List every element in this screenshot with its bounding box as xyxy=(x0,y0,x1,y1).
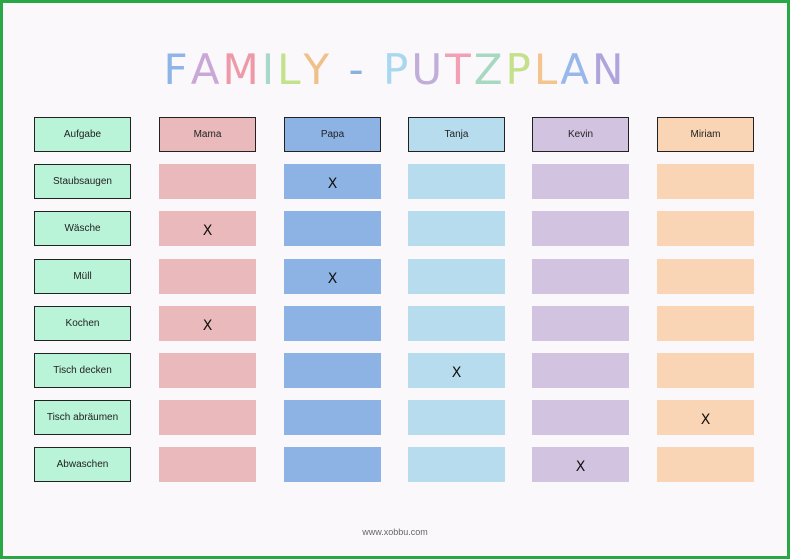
title-letter: Z xyxy=(473,45,506,94)
assignment-cell[interactable]: X xyxy=(408,353,505,388)
assignment-cell[interactable] xyxy=(159,164,256,199)
assignment-cell[interactable] xyxy=(408,211,505,246)
assignment-cell[interactable] xyxy=(284,447,381,482)
assignment-cell[interactable] xyxy=(159,353,256,388)
title-letter: P xyxy=(505,45,534,94)
task-label: Wäsche xyxy=(34,211,131,246)
assignment-cell[interactable]: X xyxy=(532,447,629,482)
page-title: FAMILY - PUTZPLAN xyxy=(0,44,790,96)
assignment-cell[interactable] xyxy=(408,447,505,482)
header-person-kevin: Kevin xyxy=(532,117,629,152)
title-letter: U xyxy=(411,45,446,94)
header-person-tanja: Tanja xyxy=(408,117,505,152)
title-letter: P xyxy=(383,45,412,94)
header-task-label: Aufgabe xyxy=(34,117,131,152)
title-letter: N xyxy=(592,45,627,94)
assignment-cell[interactable]: X xyxy=(284,164,381,199)
assignment-cell[interactable] xyxy=(408,164,505,199)
assignment-cell[interactable] xyxy=(657,306,754,341)
task-label: Müll xyxy=(34,259,131,294)
assignment-cell[interactable] xyxy=(284,211,381,246)
assignment-cell[interactable] xyxy=(408,259,505,294)
title-letter: A xyxy=(190,45,223,94)
assignment-cell[interactable]: X xyxy=(284,259,381,294)
title-letter: Y xyxy=(303,45,333,94)
assignment-mark: X xyxy=(327,270,338,287)
header-person-papa: Papa xyxy=(284,117,381,152)
assignment-cell[interactable]: X xyxy=(657,400,754,435)
title-letter: I xyxy=(261,45,278,94)
title-letter xyxy=(367,44,383,96)
assignment-mark: X xyxy=(575,458,586,475)
assignment-mark: X xyxy=(202,222,213,239)
assignment-cell[interactable] xyxy=(657,353,754,388)
task-label: Abwaschen xyxy=(34,447,131,482)
title-letter: L xyxy=(533,45,561,94)
assignment-cell[interactable]: X xyxy=(159,306,256,341)
assignment-mark: X xyxy=(327,175,338,192)
assignment-mark: X xyxy=(202,317,213,334)
assignment-cell[interactable] xyxy=(532,306,629,341)
title-letter: M xyxy=(222,45,262,94)
assignment-cell[interactable] xyxy=(532,211,629,246)
title-letter: T xyxy=(445,45,474,94)
title-letter: - xyxy=(348,45,367,94)
title-letter: F xyxy=(163,45,191,94)
assignment-cell[interactable] xyxy=(408,400,505,435)
footer-watermark: www.xobbu.com xyxy=(362,527,428,537)
assignment-cell[interactable] xyxy=(284,306,381,341)
assignment-cell[interactable] xyxy=(284,353,381,388)
assignment-cell[interactable] xyxy=(657,259,754,294)
header-person-mama: Mama xyxy=(159,117,256,152)
assignment-cell[interactable] xyxy=(532,259,629,294)
assignment-cell[interactable] xyxy=(532,164,629,199)
header-person-miriam: Miriam xyxy=(657,117,754,152)
assignment-cell[interactable] xyxy=(657,447,754,482)
assignment-cell[interactable] xyxy=(657,211,754,246)
assignment-cell[interactable] xyxy=(532,400,629,435)
assignment-cell[interactable] xyxy=(159,259,256,294)
task-label: Kochen xyxy=(34,306,131,341)
assignment-cell[interactable] xyxy=(159,400,256,435)
task-label: Tisch decken xyxy=(34,353,131,388)
task-label: Staubsaugen xyxy=(34,164,131,199)
assignment-cell[interactable] xyxy=(159,447,256,482)
assignment-mark: X xyxy=(700,411,711,428)
title-letter: L xyxy=(277,45,304,94)
task-label: Tisch abräumen xyxy=(34,400,131,435)
assignment-mark: X xyxy=(451,364,462,381)
assignment-cell[interactable]: X xyxy=(159,211,256,246)
assignment-cell[interactable] xyxy=(657,164,754,199)
assignment-cell[interactable] xyxy=(532,353,629,388)
assignment-cell[interactable] xyxy=(284,400,381,435)
title-letter: A xyxy=(560,45,593,94)
title-letter xyxy=(332,44,348,96)
assignment-cell[interactable] xyxy=(408,306,505,341)
